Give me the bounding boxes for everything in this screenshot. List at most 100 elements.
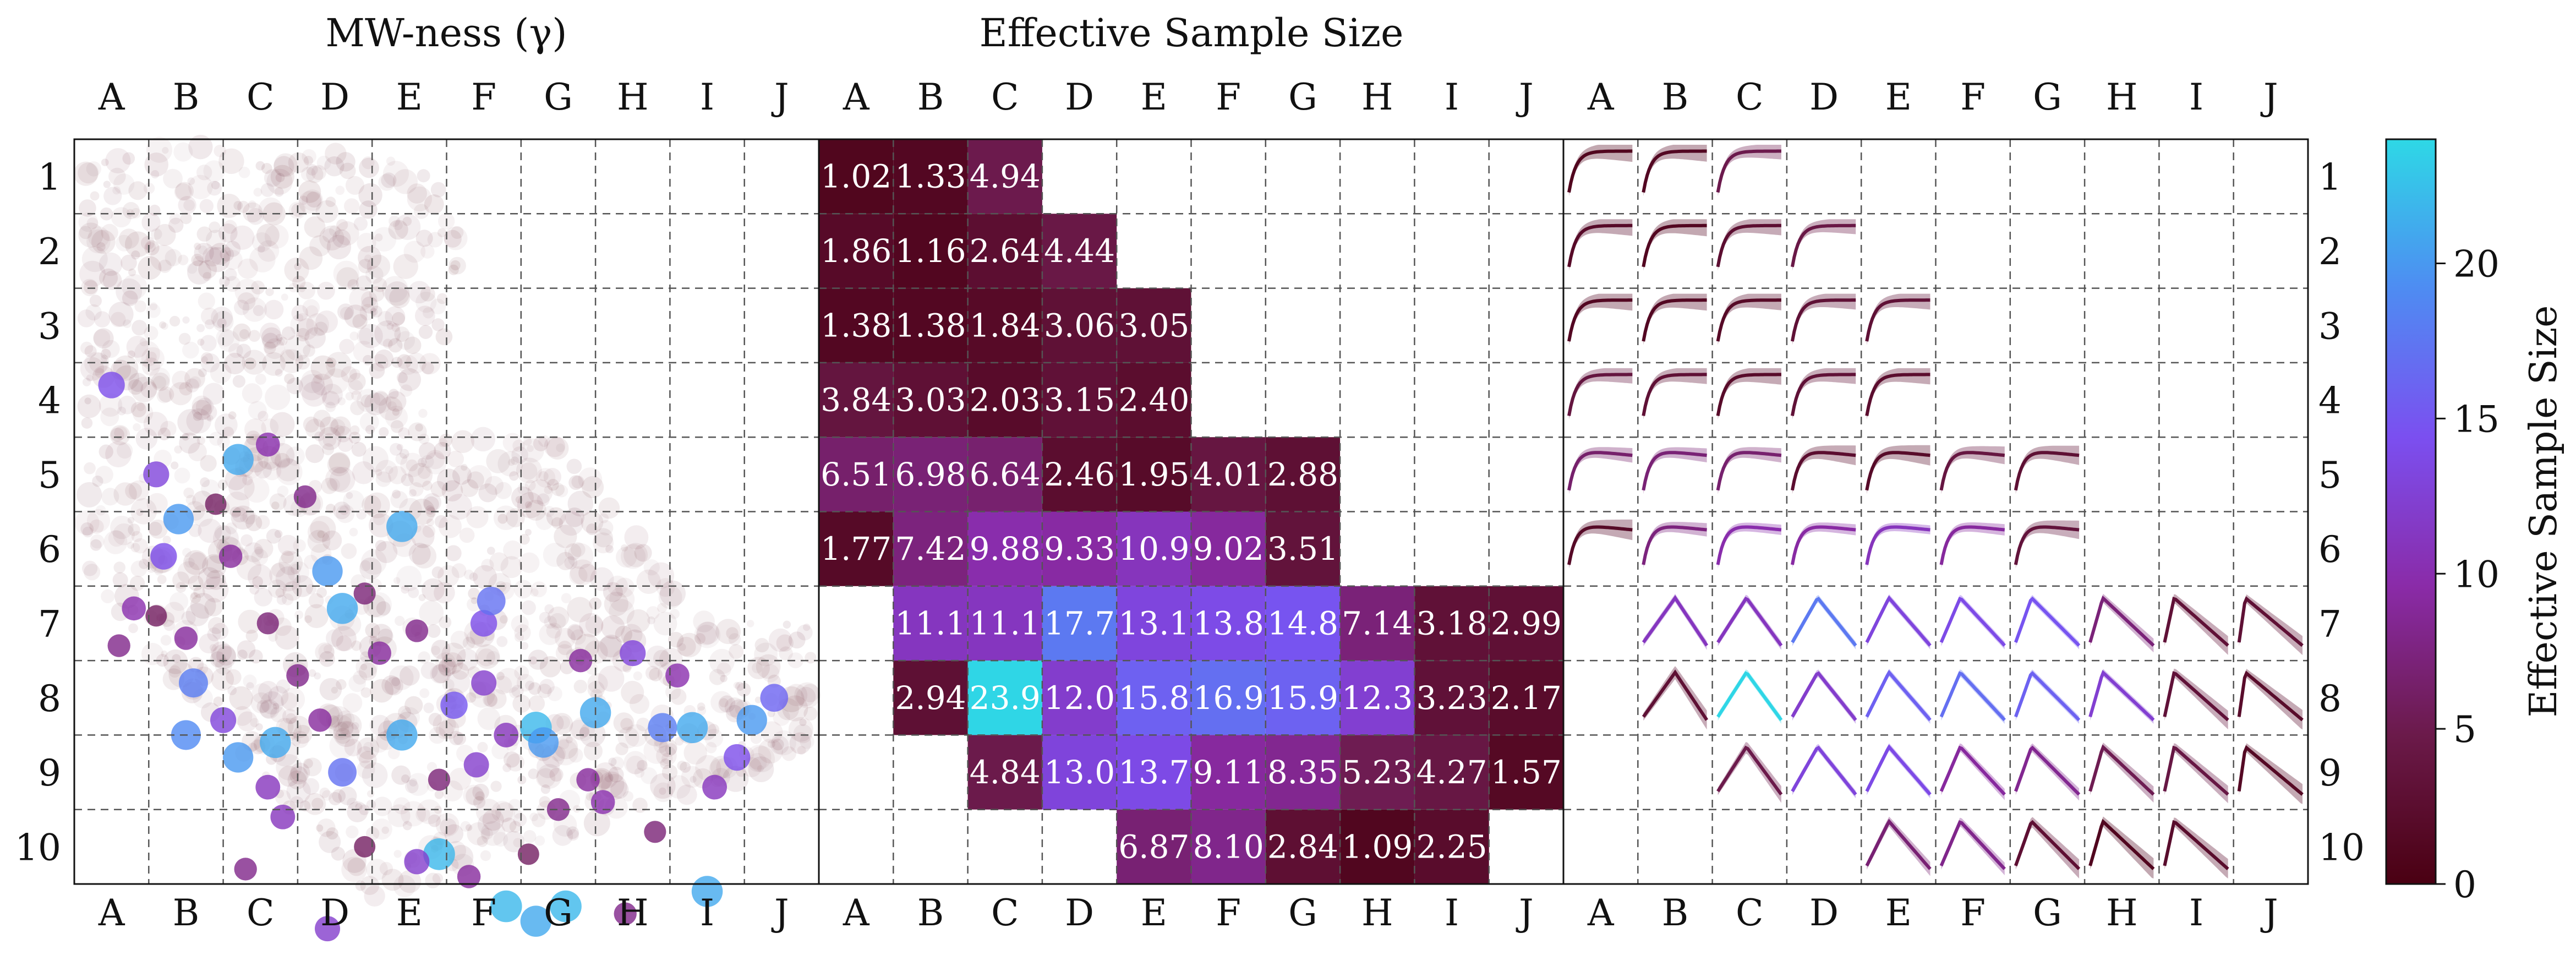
background-point	[288, 282, 298, 293]
background-point	[538, 471, 549, 482]
background-point	[718, 695, 736, 713]
row-tick-labels: 1 12 23 34 45 56 67 78 89 910 10	[15, 156, 2365, 869]
background-point	[258, 411, 269, 422]
background-point	[665, 684, 681, 700]
heatmap-cell-label: 1.02	[821, 158, 892, 195]
background-point	[316, 155, 331, 170]
background-point	[761, 721, 783, 744]
background-point	[275, 789, 291, 805]
colorbar-tick-label: 5	[2453, 708, 2476, 751]
background-point	[216, 328, 234, 347]
background-point	[242, 510, 257, 525]
background-point	[194, 242, 201, 250]
curve-uncertainty-band	[1941, 522, 2005, 569]
curve-grid-panel	[1562, 138, 2309, 885]
curve-uncertainty-band	[1643, 522, 1707, 569]
background-point	[768, 628, 792, 652]
background-point	[123, 319, 132, 328]
background-point	[220, 247, 234, 261]
background-point	[358, 183, 382, 208]
column-tick-label-bottom: F	[1960, 892, 1986, 934]
background-point	[160, 421, 177, 438]
heatmap-cell	[1489, 586, 1563, 661]
background-point	[424, 452, 447, 474]
background-point	[350, 400, 365, 416]
background-point	[385, 466, 393, 474]
curve-line	[1865, 669, 1932, 722]
background-point	[645, 665, 660, 680]
background-point	[299, 195, 309, 205]
background-point	[525, 499, 546, 521]
background-point	[285, 446, 305, 466]
background-point	[299, 800, 311, 812]
background-point	[118, 395, 137, 414]
background-point	[586, 523, 598, 536]
background-point	[501, 817, 517, 833]
background-point	[408, 587, 419, 598]
background-point	[801, 684, 819, 702]
background-point	[709, 669, 725, 685]
curve-uncertainty-band	[1718, 522, 1781, 569]
background-point	[255, 373, 266, 385]
heatmap-cell	[1265, 735, 1341, 810]
heatmap-cell-label: 12.3	[1342, 679, 1413, 717]
background-point	[169, 212, 181, 225]
background-point	[328, 714, 354, 740]
background-point	[225, 522, 237, 534]
curve-uncertainty-band	[1569, 293, 1633, 345]
heatmap-cell	[1265, 437, 1341, 512]
background-point	[564, 543, 582, 560]
background-point	[587, 673, 608, 694]
background-point	[215, 658, 232, 675]
background-point	[413, 204, 429, 219]
background-point	[101, 223, 118, 242]
background-point	[159, 321, 167, 329]
heatmap-cell-label: 2.25	[1416, 828, 1487, 865]
curve-uncertainty-band	[1792, 368, 1856, 420]
background-point	[493, 505, 518, 531]
background-point	[207, 627, 221, 642]
background-point	[370, 391, 392, 413]
background-point	[656, 578, 675, 597]
heatmap-cell-label: 4.27	[1416, 754, 1487, 791]
row-tick-label-right: 1	[2318, 156, 2342, 199]
curve-line	[1865, 595, 1932, 647]
background-point	[414, 305, 435, 326]
right-grid-lines	[1563, 139, 2308, 884]
background-point	[233, 323, 251, 342]
heatmap-cell	[819, 214, 894, 288]
background-point	[617, 727, 639, 749]
heatmap-cell	[1042, 511, 1117, 586]
background-point	[84, 397, 91, 405]
background-point	[381, 172, 397, 188]
background-point	[304, 793, 326, 815]
background-point	[658, 585, 682, 609]
background-point	[490, 781, 502, 792]
background-point	[242, 297, 267, 322]
background-point	[375, 469, 382, 476]
background-point	[110, 312, 126, 328]
background-point	[499, 615, 508, 624]
highlighted-point	[98, 372, 125, 399]
background-point	[133, 538, 148, 554]
background-point	[308, 593, 324, 609]
background-point	[797, 624, 813, 641]
background-point	[358, 324, 383, 348]
column-tick-label-bottom: F	[1216, 892, 1241, 934]
background-point	[378, 174, 396, 191]
background-point	[303, 757, 322, 777]
background-point	[262, 332, 279, 350]
curve-uncertainty-band	[1643, 293, 1707, 345]
highlighted-point	[315, 916, 341, 942]
background-point	[388, 220, 408, 240]
background-point	[281, 550, 294, 564]
background-point	[152, 375, 167, 390]
column-tick-label-top: F	[471, 76, 496, 118]
background-point	[321, 384, 343, 406]
background-point	[250, 280, 265, 294]
background-point	[537, 684, 552, 698]
background-point	[280, 349, 295, 364]
heatmap-cell	[1042, 661, 1117, 735]
background-point	[422, 525, 436, 538]
background-point	[184, 558, 195, 568]
